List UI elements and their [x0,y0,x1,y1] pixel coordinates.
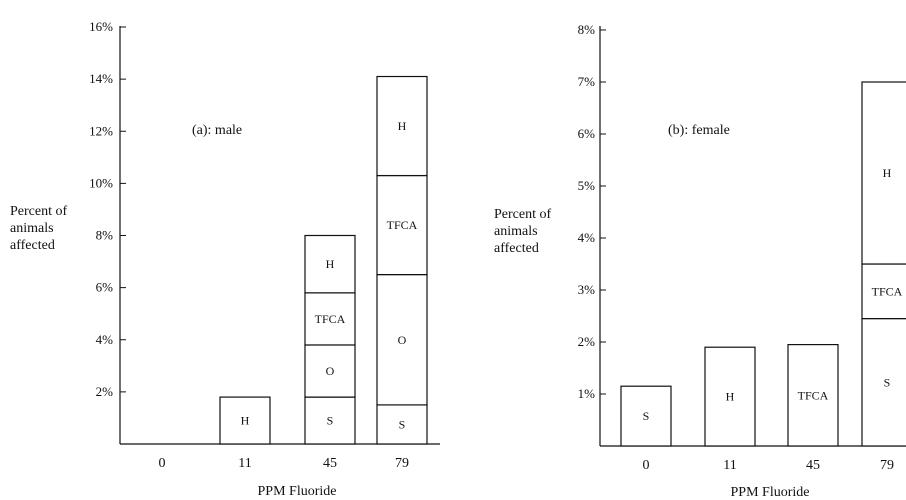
chart-panel-female: 1% 2% 3% 4% 5% 6% 7% 8% 0 11 45 79 PPM Fluoride Perce… [494,22,906,500]
y-tick-label: 10% [89,175,113,190]
bar-segment [304,234,356,294]
x-axis-title: PPM Fluoride [731,485,810,500]
y-tick-label: 6% [578,126,596,141]
x-tick-label: 11 [723,458,736,473]
bar-segment-label: S [327,414,334,428]
y-tick-label: 3% [578,282,596,297]
y-tick-label: 2% [578,334,596,349]
y-tick-label: 8% [578,22,596,37]
y-axis-title-line: Percent of [494,207,551,222]
x-tick-label: 0 [643,458,650,473]
y-tick-label: 5% [578,178,596,193]
y-tick-label: 1% [578,386,596,401]
x-tick-label: 45 [806,458,820,473]
y-tick-label: 6% [96,280,114,295]
x-tick-label: 0 [159,456,166,471]
chart-title: (b): female [668,123,730,138]
bar-segment-label: O [398,333,407,347]
bar-segment [861,318,906,447]
y-tick-label: 7% [578,74,596,89]
y-tick-label: 2% [96,384,114,399]
bar-segment [376,174,428,276]
bar-segment-label: H [398,119,407,133]
bar-segment-label: H [241,414,250,428]
bar-segment [620,385,672,447]
bar-segment [376,404,428,445]
y-tick-label: 12% [89,123,113,138]
bar-segment [861,263,906,320]
bar-segment [304,292,356,346]
y-tick-label: 16% [89,19,113,34]
bar-segment-label: H [726,390,735,404]
bar-stack: S [620,385,672,447]
bar-segment-label: S [399,417,406,431]
y-tick-label: 4% [96,332,114,347]
bar-segment [787,344,839,447]
chart-panel-male: 2% 4% 6% 8% 10% 12% 14% 16% 0 11 45 79 PPM Fluoride P… [10,19,440,499]
bar-segment-label: TFCA [315,312,346,326]
bar-segment [376,273,428,406]
y-axis-title-line: affected [10,238,55,253]
y-tick-label: 8% [96,228,114,243]
bar-stack: H [704,346,756,447]
x-axis-title: PPM Fluoride [258,484,337,499]
y-axis-title-line: animals [10,221,54,236]
bar-stack: H [219,396,271,445]
bar-segment [304,344,356,398]
x-tick-label: 45 [323,456,337,471]
y-axis-title-line: animals [494,224,538,239]
bar-segment-label: TFCA [798,388,829,402]
bar-stack: S O TFCA H [376,75,428,445]
bar-segment-label: S [884,375,891,389]
bar-segment [861,81,906,265]
x-tick-label: 79 [880,458,894,473]
bar-stack: TFCA [787,344,839,447]
chart-title: (a): male [192,123,242,138]
y-tick-label: 4% [578,230,596,245]
bar-segment [376,75,428,177]
bar-segment-label: H [883,166,892,180]
bar-segment-label: S [643,409,650,423]
y-axis-title-line: affected [494,241,539,256]
x-tick-label: 11 [238,456,251,471]
bar-stack: S TFCA H [861,81,906,447]
bar-segment-label: TFCA [872,284,903,298]
bar-segment-label: H [326,257,335,271]
y-tick-label: 14% [89,71,113,86]
x-tick-label: 79 [395,456,409,471]
bar-stack: S O TFCA H [304,234,356,445]
y-axis-title-line: Percent of [10,204,67,219]
bar-segment-label: O [326,364,335,378]
bar-segment [704,346,756,447]
bar-segment-label: TFCA [387,218,418,232]
bar-segment [219,396,271,445]
